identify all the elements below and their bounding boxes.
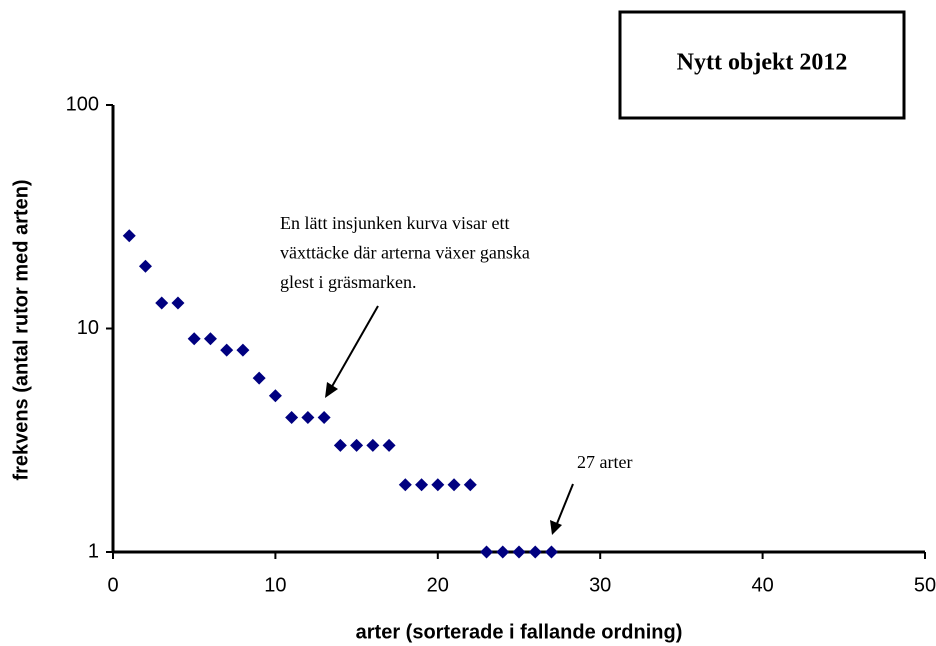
- point: [382, 438, 396, 452]
- y-tick-label: 1: [88, 540, 99, 562]
- point: [203, 332, 217, 346]
- point: [512, 545, 526, 559]
- x-tick-label: 20: [427, 574, 449, 596]
- x-tick-label: 40: [751, 574, 773, 596]
- point: [447, 478, 461, 492]
- point: [544, 545, 558, 559]
- x-tick-label: 0: [107, 574, 118, 596]
- point: [122, 229, 136, 243]
- chart-title: Nytt objekt 2012: [677, 50, 848, 76]
- annotation: glest i gräsmarken.: [280, 272, 416, 292]
- point: [187, 332, 201, 346]
- y-tick-label: 100: [66, 93, 99, 115]
- point: [528, 545, 542, 559]
- point: [285, 410, 299, 424]
- point: [350, 438, 364, 452]
- annotation: En lätt insjunken kurva visar ett: [280, 213, 509, 233]
- point: [236, 343, 250, 357]
- point: [138, 259, 152, 273]
- arrow: [555, 483, 574, 527]
- arrow: [329, 305, 379, 391]
- annotation: växttäcke där arterna växer ganska: [280, 243, 530, 263]
- point: [431, 478, 445, 492]
- x-tick-label: 30: [589, 574, 611, 596]
- point: [252, 371, 266, 385]
- annotation: 27 arter: [577, 452, 632, 472]
- x-axis-label: arter (sorterade i fallande ordning): [356, 621, 683, 643]
- arrow-head: [325, 382, 338, 398]
- point: [496, 545, 510, 559]
- point: [301, 410, 315, 424]
- x-tick-label: 10: [264, 574, 286, 596]
- point: [220, 343, 234, 357]
- arrow-head: [550, 520, 562, 535]
- y-axis-label: frekvens (antal rutor med arten): [10, 179, 32, 480]
- point: [155, 296, 169, 310]
- point: [171, 296, 185, 310]
- point: [463, 478, 477, 492]
- point: [333, 438, 347, 452]
- point: [317, 410, 331, 424]
- point: [480, 545, 494, 559]
- x-tick-label: 50: [914, 574, 936, 596]
- point: [398, 478, 412, 492]
- point: [415, 478, 429, 492]
- title-box: [618, 10, 906, 120]
- point: [268, 389, 282, 403]
- y-tick-label: 10: [77, 317, 99, 339]
- point: [366, 438, 380, 452]
